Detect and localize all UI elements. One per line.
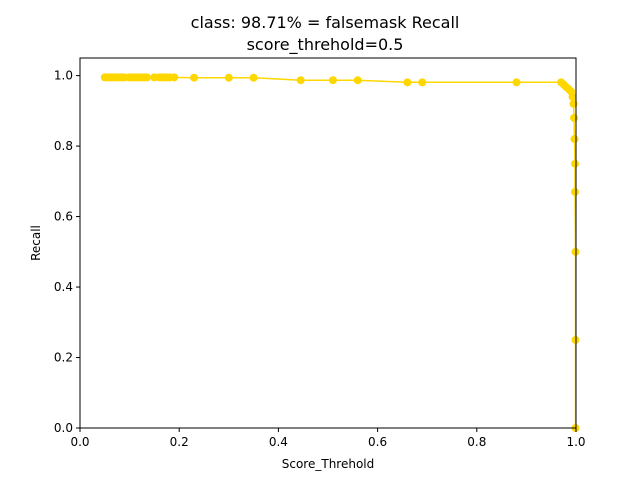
recall-data-point (224, 73, 233, 82)
x-tick-label: 0.4 (269, 435, 288, 449)
recall-series-line (104, 76, 577, 428)
recall-data-point (353, 76, 362, 85)
recall-data-point (571, 187, 580, 196)
recall-data-point (142, 73, 151, 82)
y-tick-label: 0.4 (54, 280, 73, 294)
axis-ticks: 0.0 0.2 0.4 0.6 0.8 1.0 0.0 0.2 0.4 0.6 0.8 1.0 (54, 69, 586, 449)
y-axis-label: Recall (29, 225, 43, 261)
recall-data-point (571, 159, 580, 168)
y-tick-label: 1.0 (54, 69, 73, 83)
plot-area (100, 73, 580, 432)
chart-title: class: 98.71% = falsemask Recall (191, 13, 460, 32)
y-tick-label: 0.8 (54, 139, 73, 153)
x-tick-label: 0.2 (170, 435, 189, 449)
y-tick-label: 0.0 (54, 421, 73, 435)
axes-frame (79, 57, 577, 429)
x-tick-label: 1.0 (566, 435, 585, 449)
x-tick-label: 0.6 (368, 435, 387, 449)
y-tick-label: 0.2 (54, 351, 73, 365)
recall-data-point (170, 73, 179, 82)
chart-subtitle: score_threhold=0.5 (247, 35, 404, 55)
recall-data-point (512, 78, 521, 87)
recall-data-point (570, 113, 579, 122)
x-tick-label: 0.0 (70, 435, 89, 449)
x-tick-label: 0.8 (467, 435, 486, 449)
recall-data-point (568, 92, 577, 101)
recall-data-point (403, 78, 412, 87)
recall-data-point (249, 73, 258, 82)
recall-data-point (190, 73, 199, 82)
recall-data-point (570, 135, 579, 144)
y-tick-label: 0.6 (54, 210, 73, 224)
recall-data-point (296, 76, 305, 85)
recall-data-point (328, 76, 337, 85)
x-axis-label: Score_Threhold (282, 457, 375, 471)
recall-data-point (418, 78, 427, 87)
